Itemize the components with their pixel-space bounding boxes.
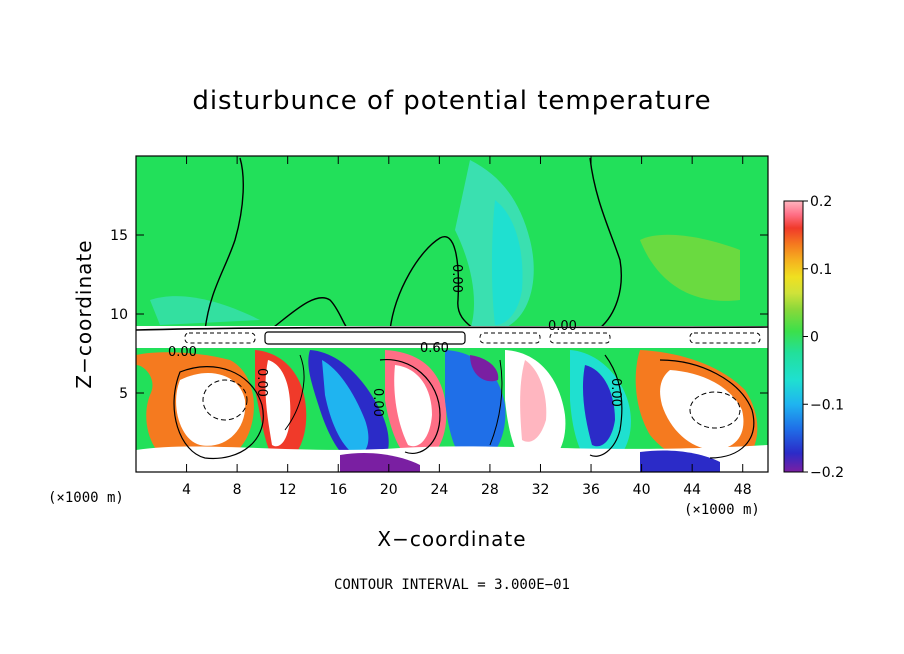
contour-line: [173, 366, 264, 460]
colorbar-tick-label: −0.1: [810, 397, 844, 413]
colorbar-tick-label: 0.1: [810, 262, 832, 278]
contour-line: [184, 332, 256, 344]
x-tick-label: 32: [532, 482, 550, 498]
colorbar-ticks: 0.2 0.1 0 −0.1 −0.2: [803, 194, 844, 481]
cool-patch: [491, 200, 523, 325]
x-tick-label: 36: [582, 482, 600, 498]
y-tick-label: 15: [110, 228, 128, 244]
contour-label: 0.00: [254, 368, 269, 397]
x-tick-label: 40: [633, 482, 651, 498]
contour-label: 0.00: [168, 345, 197, 360]
y-axis-ticks: 5 10 15: [110, 228, 768, 402]
contour-label: 0.60: [420, 341, 449, 356]
eddy: [322, 360, 369, 455]
colorbar: [783, 200, 804, 473]
contour-line: [489, 359, 503, 446]
contour-line: [479, 332, 541, 344]
contour-label: 0.00: [608, 378, 623, 407]
eddy: [660, 370, 744, 450]
x-tick-label: 12: [279, 482, 297, 498]
y-tick-label: 5: [119, 386, 128, 402]
contour-interval: CONTOUR INTERVAL = 3.000E−01: [333, 577, 570, 593]
contour-labels: 0.00 0.00 0.00 0.60 0.00 0.00 0.00: [168, 264, 623, 417]
y-tick-label: 10: [110, 307, 128, 323]
warm-patch: [640, 234, 740, 301]
contour-line: [136, 326, 768, 331]
colorbar-tick-label: 0: [810, 330, 819, 346]
y-axis-label: Z−coordinate: [72, 239, 96, 389]
x-axis-label: X−coordinate: [377, 527, 527, 551]
contour-line: [689, 332, 761, 344]
colorbar-tick-label: 0.2: [810, 194, 832, 210]
contour-line: [589, 354, 623, 457]
contour-line: [379, 358, 441, 454]
contour-label: 0.00: [548, 319, 577, 334]
contour-line: [264, 331, 466, 345]
heatmap-field: [136, 156, 768, 472]
x-tick-label: 48: [734, 482, 752, 498]
eddy: [640, 450, 720, 472]
contour-label: 0.00: [370, 388, 385, 417]
x-axis-ticks: 4 8 12 16 20 24 28 32 36 40 44 48: [182, 156, 752, 498]
x-unit-right: (×1000 m): [684, 502, 760, 518]
eddy: [136, 445, 768, 472]
x-tick-label: 20: [380, 482, 398, 498]
eddy: [340, 453, 420, 472]
contour-line: [389, 236, 476, 331]
eddy: [265, 360, 291, 447]
eddy: [394, 365, 432, 447]
cool-patch: [150, 296, 260, 325]
chart-title: disturbunce of potential temperature: [192, 86, 712, 116]
x-unit-left: (×1000 m): [48, 490, 124, 506]
colorbar-tick-label: −0.2: [810, 465, 844, 481]
contour-line: [269, 297, 351, 331]
contour-line: [549, 332, 611, 344]
transition-band: [136, 326, 768, 348]
contour-line: [589, 157, 622, 329]
contour-line: [689, 391, 741, 429]
eddy: [470, 355, 499, 382]
eddy: [582, 365, 615, 447]
contour-line: [659, 359, 755, 459]
contour-line: [204, 157, 244, 331]
eddy: [520, 360, 547, 442]
contour-line: [202, 379, 248, 421]
eddy: [176, 372, 246, 446]
x-tick-label: 8: [233, 482, 242, 498]
contour-line: [284, 354, 305, 431]
x-tick-label: 28: [481, 482, 499, 498]
x-tick-label: 16: [329, 482, 347, 498]
x-tick-label: 44: [683, 482, 701, 498]
contour-label: 0.00: [449, 264, 464, 293]
x-tick-label: 4: [182, 482, 191, 498]
x-tick-label: 24: [430, 482, 448, 498]
